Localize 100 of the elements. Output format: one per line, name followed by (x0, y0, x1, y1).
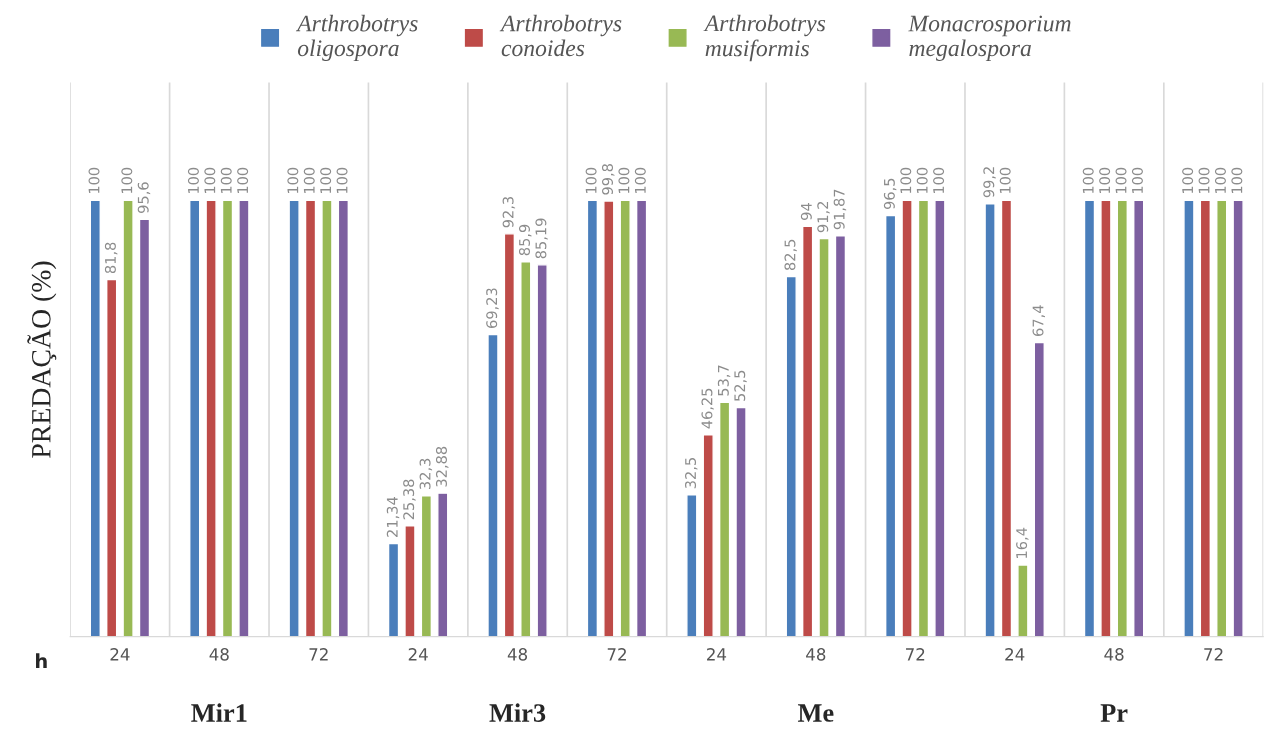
data-label: 100 (1198, 167, 1210, 194)
text: Mir3 (489, 703, 546, 722)
bar (1232, 199, 1244, 637)
bar (586, 199, 599, 637)
bar (1033, 341, 1045, 637)
x-tick-label: 24 (707, 648, 727, 661)
data-label: 100 (237, 167, 249, 194)
x-tick-label: 48 (806, 648, 826, 661)
data-label: 100 (204, 167, 216, 194)
data-label: 69,23 (486, 288, 499, 328)
data-label: 100 (1231, 167, 1243, 194)
bar (238, 199, 250, 637)
bar (122, 199, 134, 637)
data-label: 100 (1099, 167, 1111, 194)
data-label: 100 (585, 167, 597, 194)
x-axis-title: h (36, 653, 47, 669)
data-label: 100 (1214, 167, 1226, 194)
bar (801, 225, 814, 637)
x-tick-label: 72 (309, 648, 328, 661)
data-label: 100 (1115, 167, 1127, 194)
bar (785, 275, 797, 637)
bar (205, 199, 217, 637)
bar (834, 235, 847, 637)
legend-label: Arthrobotrys oligospora (295, 14, 418, 61)
data-label: 100 (220, 167, 232, 194)
data-label: 99,8 (602, 164, 615, 195)
bar (917, 199, 930, 637)
data-label: 100 (320, 167, 332, 194)
data-label: 32,5 (685, 458, 698, 489)
bar (1116, 199, 1128, 637)
bar (387, 542, 400, 637)
data-label: 100 (88, 167, 100, 194)
data-label: 100 (187, 167, 199, 194)
x-tick-label: 24 (408, 648, 428, 661)
bar (735, 406, 747, 637)
data-label: 25,38 (403, 479, 416, 520)
data-label: 100 (1182, 167, 1194, 194)
data-label: 100 (1131, 167, 1143, 194)
data-label: 92,3 (502, 196, 516, 228)
bar (106, 278, 118, 637)
data-label: 67,4 (1032, 305, 1046, 336)
data-label: 96,5 (883, 178, 897, 210)
bar (1017, 564, 1029, 637)
data-label: 100 (336, 167, 348, 194)
data-label: 95,6 (137, 182, 151, 213)
data-label: 85,19 (535, 218, 548, 259)
data-label: 32,88 (435, 446, 449, 487)
x-tick-label: 24 (1005, 648, 1025, 661)
x-tick-label: 72 (1204, 648, 1223, 661)
bar (404, 525, 416, 637)
bar (635, 199, 648, 637)
data-label: 52,5 (734, 370, 747, 401)
x-tick-label: 72 (906, 648, 925, 661)
bar (718, 401, 731, 637)
bar (304, 199, 317, 637)
x-tick-label: 48 (209, 648, 229, 661)
legend-label: Arthrobotrys musiformis (703, 14, 826, 62)
data-label: 100 (121, 167, 133, 194)
x-tick-label: 72 (607, 648, 626, 661)
data-label: 100 (933, 167, 945, 194)
bar (901, 199, 913, 637)
bar (288, 199, 300, 637)
data-label: 100 (900, 167, 912, 194)
bar (1100, 199, 1112, 637)
data-label: 82,5 (784, 239, 797, 271)
bar (1000, 199, 1013, 637)
bar (686, 494, 698, 637)
bar (884, 214, 897, 637)
text: Mir1 (191, 703, 247, 722)
bar (1216, 199, 1228, 637)
bar (603, 200, 615, 637)
bar (437, 492, 449, 637)
bar (138, 218, 151, 637)
bar (321, 199, 333, 637)
data-label: 100 (916, 167, 928, 194)
data-label: 100 (1082, 167, 1094, 194)
data-label: 81,8 (104, 242, 118, 274)
bar (189, 199, 201, 637)
bar (337, 199, 350, 637)
bar (503, 233, 516, 637)
data-label: 91,87 (833, 189, 847, 230)
legend-label: Arthrobotrys conoides (499, 14, 622, 57)
text: Pr (1100, 704, 1128, 722)
data-label: 100 (618, 167, 630, 194)
data-label: 91,2 (817, 202, 830, 233)
data-label: 16,4 (1016, 527, 1029, 558)
data-label: 94 (800, 203, 812, 220)
bar (221, 199, 234, 637)
data-label: 53,7 (717, 365, 731, 396)
bar (1133, 199, 1145, 637)
bar (520, 261, 532, 637)
bar (702, 434, 714, 637)
bar (1199, 199, 1211, 637)
bar (536, 264, 548, 637)
data-label: 100 (287, 167, 299, 194)
x-tick-label: 24 (110, 648, 130, 661)
data-label: 21,34 (386, 497, 400, 537)
y-axis-title: PREDAÇÃO (%) (27, 261, 57, 458)
bar (984, 203, 996, 637)
bar (818, 237, 830, 637)
